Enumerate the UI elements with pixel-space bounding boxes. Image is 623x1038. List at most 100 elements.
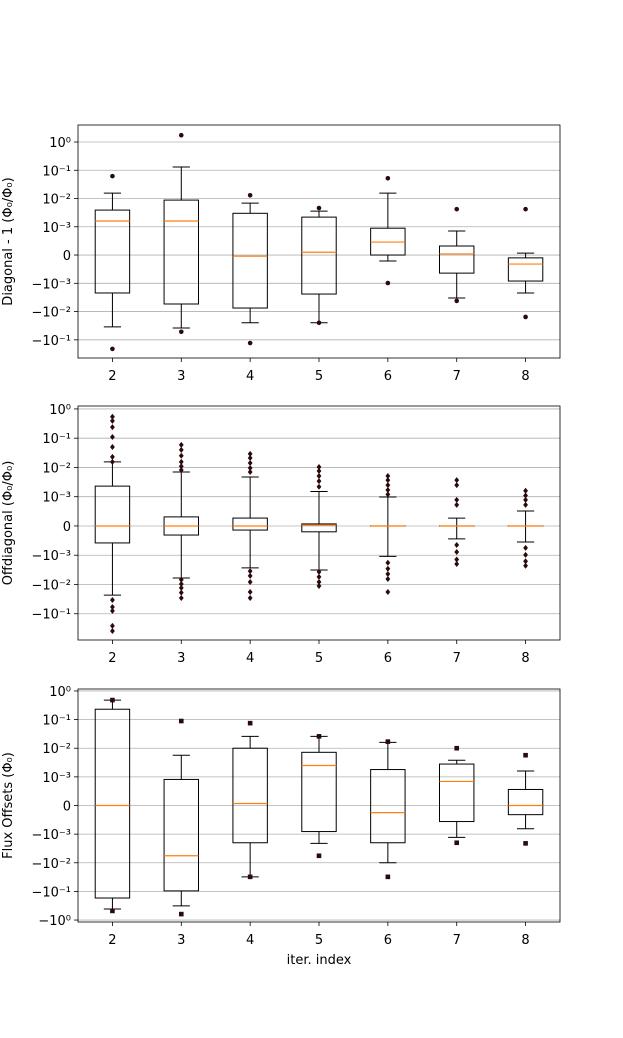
y-tick-label: 0 — [63, 249, 71, 264]
flier — [247, 578, 253, 585]
flier — [316, 573, 322, 580]
y-tick-label: −10⁻² — [31, 578, 71, 593]
y-tick-label: 0 — [63, 800, 71, 815]
flier — [178, 458, 184, 465]
flier — [247, 464, 253, 471]
y-tick-label: −10⁻¹ — [31, 885, 71, 900]
x-tick-label: 5 — [315, 369, 323, 384]
flier — [316, 734, 322, 739]
flier — [247, 595, 253, 602]
y-tick-label: 10⁰ — [49, 136, 71, 151]
flier — [178, 576, 184, 583]
x-tick-label: 2 — [108, 369, 116, 384]
flier — [247, 720, 253, 726]
box — [507, 257, 544, 282]
x-tick-label: 4 — [246, 651, 254, 666]
flier — [454, 549, 460, 556]
x-tick-label: 3 — [177, 651, 185, 666]
y-tick-label: −10⁻² — [31, 306, 71, 321]
flier — [247, 455, 253, 462]
y-tick-label: 10⁻³ — [42, 491, 71, 506]
x-tick-label: 8 — [521, 369, 529, 384]
y-tick-label: −10⁻³ — [31, 828, 71, 843]
flier — [316, 320, 322, 326]
axes-frame — [77, 405, 561, 641]
flier — [454, 206, 460, 212]
flier — [454, 561, 460, 568]
y-tick-label: 10⁻² — [42, 742, 71, 757]
flier — [385, 565, 391, 572]
flier — [523, 492, 528, 499]
y-tick-label: 10⁻³ — [42, 221, 71, 236]
flier — [385, 739, 391, 744]
flier — [454, 477, 460, 484]
y-tick-label: 10⁻¹ — [42, 714, 71, 729]
flier — [454, 556, 460, 563]
flier — [178, 911, 184, 917]
flier — [523, 544, 528, 551]
y-tick-label: −10⁻¹ — [31, 608, 71, 623]
flier — [178, 718, 184, 724]
flier — [316, 467, 322, 474]
box — [232, 747, 268, 844]
x-tick-label: 7 — [453, 369, 461, 384]
axes-frame — [77, 124, 561, 359]
flier — [385, 588, 391, 595]
box — [94, 209, 131, 294]
flier — [523, 487, 528, 494]
flier — [316, 478, 322, 485]
flier — [523, 206, 528, 212]
flier — [454, 840, 460, 846]
flier — [385, 280, 391, 286]
flier — [110, 433, 115, 440]
y-tick-label: 10⁰ — [49, 685, 71, 700]
flier — [316, 568, 322, 575]
flier — [316, 473, 322, 480]
flier — [178, 446, 184, 453]
flier — [385, 576, 391, 583]
flier — [110, 453, 115, 460]
box — [301, 216, 337, 295]
x-tick-label: 4 — [246, 933, 254, 948]
flier — [178, 463, 184, 470]
x-tick-label: 6 — [384, 651, 392, 666]
flier — [110, 697, 115, 703]
flier — [454, 496, 460, 503]
flier — [110, 413, 115, 420]
flier — [385, 175, 391, 181]
flier — [110, 417, 115, 424]
box — [370, 769, 406, 844]
flier — [110, 346, 115, 352]
y-tick-label: 10⁻³ — [42, 771, 71, 786]
x-tick-label: 2 — [108, 933, 116, 948]
flier — [316, 205, 322, 211]
flier — [178, 452, 184, 459]
flier — [247, 568, 253, 575]
flier — [454, 501, 460, 508]
flier — [385, 559, 391, 566]
flier — [178, 329, 184, 335]
flier — [247, 468, 253, 475]
y-tick-label: −10⁻³ — [31, 277, 71, 292]
box — [232, 212, 268, 309]
flier — [316, 483, 322, 490]
x-tick-label: 7 — [453, 933, 461, 948]
flier — [110, 173, 115, 179]
y-tick-label: −10⁰ — [38, 914, 71, 929]
flier — [110, 622, 115, 629]
y-axis-label: Diagonal - 1 (Φ₀/Φ₀) — [1, 177, 16, 305]
y-tick-label: −10⁻¹ — [31, 334, 71, 349]
y-axis-label: Offdiagonal (Φ₀/Φ₀) — [1, 461, 16, 586]
flier — [110, 444, 115, 451]
x-tick-label: 5 — [315, 933, 323, 948]
x-tick-label: 4 — [246, 369, 254, 384]
flier — [385, 491, 391, 498]
x-tick-label: 6 — [384, 933, 392, 948]
box — [301, 523, 337, 533]
flier — [110, 424, 115, 431]
flier — [247, 874, 253, 880]
y-tick-label: 10⁻² — [42, 461, 71, 476]
flier — [523, 752, 528, 758]
flier — [178, 466, 184, 473]
